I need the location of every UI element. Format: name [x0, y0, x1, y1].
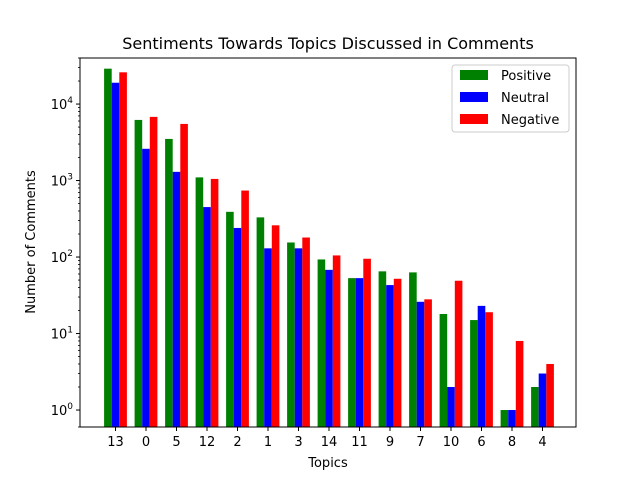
bar-positive-topic-2 [226, 211, 234, 427]
x-tick-label: 3 [294, 435, 302, 450]
y-tick-label: 101 [51, 326, 73, 343]
x-tick-label: 12 [199, 435, 216, 450]
plot-frame [79, 57, 577, 428]
legend-label-negative: Negative [501, 113, 559, 128]
legend-swatch-negative [460, 114, 488, 124]
bar-neutral-topic-4 [538, 373, 547, 427]
bar-positive-topic-5 [165, 138, 173, 427]
bar-positive-topic-3 [287, 242, 295, 427]
bar-neutral-topic-3 [294, 248, 303, 427]
bar-neutral-topic-8 [508, 410, 516, 427]
bar-positive-topic-6 [470, 320, 478, 427]
bar-neutral-topic-5 [172, 171, 181, 427]
y-tick-label: 102 [51, 249, 73, 266]
bars-layer [104, 68, 554, 428]
x-axis-label: Topics [307, 456, 348, 471]
bar-neutral-topic-0 [142, 148, 150, 428]
bar-neutral-topic-2 [233, 227, 242, 427]
x-tick-label: 4 [538, 435, 546, 450]
x-tick-label: 0 [142, 435, 150, 450]
y-tick-label: 104 [51, 96, 74, 113]
x-tick-label: 5 [172, 435, 180, 450]
x-tick-label: 1 [264, 435, 272, 450]
x-tick-label: 2 [233, 435, 241, 450]
bar-negative-topic-4 [546, 363, 554, 427]
legend-swatch-neutral [460, 92, 488, 102]
bar-negative-topic-11 [363, 258, 371, 427]
bar-positive-topic-11 [348, 278, 356, 427]
legend-swatch-positive [460, 70, 488, 80]
bar-neutral-topic-1 [264, 248, 272, 427]
bar-neutral-topic-11 [355, 278, 364, 427]
bar-positive-topic-8 [500, 410, 509, 427]
bar-negative-topic-2 [241, 190, 249, 427]
legend-label-positive: Positive [501, 69, 551, 84]
bar-neutral-topic-12 [203, 207, 211, 427]
y-tick-label: 103 [51, 173, 73, 190]
chart-title: Sentiments Towards Topics Discussed in C… [122, 34, 534, 53]
bar-neutral-topic-9 [386, 285, 394, 427]
bar-negative-topic-10 [454, 280, 463, 427]
bar-positive-topic-10 [439, 314, 448, 427]
x-tick-label: 9 [386, 435, 394, 450]
bar-neutral-topic-10 [447, 387, 455, 427]
x-axis-ticks: 13 0 5 12 2 1 3 14 11 9 7 10 6 8 4 [107, 427, 547, 450]
bar-positive-topic-14 [317, 259, 326, 427]
x-tick-label: 11 [351, 435, 368, 450]
bar-negative-topic-8 [515, 340, 524, 427]
bar-neutral-topic-14 [325, 269, 333, 427]
bar-neutral-topic-6 [477, 305, 486, 427]
bar-positive-topic-4 [531, 387, 539, 427]
bar-negative-topic-3 [302, 237, 310, 427]
bar-positive-topic-13 [104, 68, 112, 428]
bar-negative-topic-0 [149, 116, 158, 428]
x-tick-label: 6 [477, 435, 485, 450]
x-tick-label: 10 [443, 435, 460, 450]
bar-negative-topic-5 [180, 123, 188, 427]
x-tick-label: 8 [508, 435, 516, 450]
x-tick-label: 13 [107, 435, 124, 450]
bar-positive-topic-9 [378, 271, 387, 427]
y-axis-ticks: 100 101 102 103 104 [51, 57, 80, 428]
x-tick-label: 7 [416, 435, 424, 450]
y-axis-label: Number of Comments [24, 170, 39, 314]
bar-positive-topic-12 [195, 177, 204, 427]
legend-label-neutral: Neutral [501, 91, 549, 106]
bar-negative-topic-7 [424, 299, 432, 427]
bar-positive-topic-0 [134, 119, 143, 428]
bar-negative-topic-12 [210, 178, 219, 427]
bar-neutral-topic-7 [416, 301, 425, 427]
bar-negative-topic-1 [271, 225, 280, 427]
bar-negative-topic-6 [485, 312, 493, 427]
x-tick-label: 14 [321, 435, 338, 450]
bar-positive-topic-1 [256, 217, 265, 427]
bar-negative-topic-13 [119, 72, 127, 427]
bar-negative-topic-14 [332, 255, 341, 427]
y-tick-label: 100 [51, 402, 74, 419]
bar-negative-topic-9 [393, 278, 402, 427]
bar-neutral-topic-13 [111, 82, 120, 427]
bar-positive-topic-7 [409, 272, 417, 427]
legend: Positive Neutral Negative [451, 64, 570, 133]
